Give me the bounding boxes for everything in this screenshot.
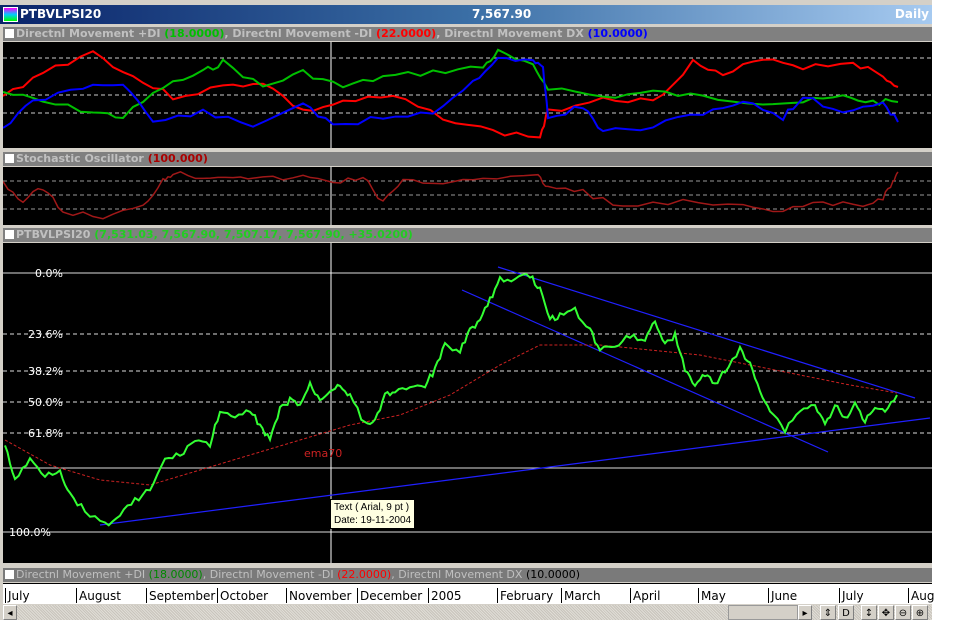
scale-button[interactable]: ⇕ [820,605,836,620]
dx-value: (10.0000) [587,27,648,40]
plus-di-value: (18.0000) [148,568,203,581]
daily-button[interactable]: D [838,605,854,620]
fib-label: 50.0% [28,396,63,409]
date-axis: July August September October November D… [3,583,934,604]
bottom-panel-header[interactable]: Directnl Movement +DI (18.0000), Directn… [3,568,932,582]
dmi-panel[interactable] [3,42,932,148]
tooltip-date: Date: 19-11-2004 [334,515,412,526]
ema-label: ema70 [304,447,343,460]
minus-di-label: , Directnl Movement -DI [224,27,373,40]
fib-label: 100.0% [9,526,51,539]
minus-di-value: (22.0000) [337,568,392,581]
tooltip: Text ( Arial, 9 pt ) Date: 19-11-2004 [330,499,416,529]
price-panel-header[interactable]: PTBVLPSI20 (7,531.03, 7,567.90, 7,507.17… [3,228,932,242]
last-price: 7,567.90 [472,7,532,21]
fib-label: 0.0% [35,267,63,280]
axis-label: October [217,588,268,603]
title-bar: PTBVLPSI20 7,567.90 Daily [0,5,932,24]
stoch-panel-header[interactable]: Stochastic Oscillator (100.000) [3,152,932,166]
price-label: PTBVLPSI20 [16,228,91,241]
channel-upper-line [497,266,916,399]
axis-label: 2005 [428,588,462,603]
fib-label: 61.8% [28,427,63,440]
chart-window: PTBVLPSI20 7,567.90 Daily Directnl Movem… [0,0,934,620]
horizontal-scrollbar[interactable]: ◂ ▸ ⇕ D ↕ ✥ ⊖ ⊕ [3,605,932,620]
stoch-value: (100.000) [147,152,208,165]
ema70-line [4,344,898,486]
support-trendline [99,417,931,526]
stoch-panel[interactable] [3,167,932,225]
fib-label: 23.6% [28,328,63,341]
minus-di-line [3,50,899,139]
ohlc-values: (7,531.03, 7,567.90, 7,507.17, 7,567.90,… [94,228,413,241]
channel-lower-line [461,289,829,453]
vertical-resize-button[interactable]: ↕ [861,605,877,620]
plus-di-label: Directnl Movement +DI [16,27,161,40]
move-button[interactable]: ✥ [878,605,894,620]
panel-checkbox[interactable] [5,230,14,239]
axis-label: November [286,588,351,603]
panel-checkbox[interactable] [5,154,14,163]
axis-label: June [768,588,797,603]
period-label[interactable]: Daily [894,7,929,21]
zoom-out-button[interactable]: ⊖ [895,605,911,620]
axis-label: July [5,588,30,603]
scroll-left-button[interactable]: ◂ [3,605,17,620]
axis-label: July [839,588,864,603]
symbol-name: PTBVLPSI20 [20,7,102,21]
price-panel[interactable]: 0.0% 23.6% 38.2% 50.0% 61.8% 100.0% ema7… [3,243,932,563]
fib-label: 38.2% [28,365,63,378]
plus-di-label: Directnl Movement +DI [16,568,146,581]
axis-label: Aug [908,588,934,603]
plus-di-value: (18.0000) [164,27,225,40]
zoom-in-button[interactable]: ⊕ [912,605,928,620]
tooltip-text: Text ( Arial, 9 pt ) [334,502,410,513]
scroll-thumb[interactable] [728,605,798,620]
axis-label: February [497,588,553,603]
plus-di-line [3,48,899,119]
panel-checkbox[interactable] [5,570,14,579]
app-icon [3,7,18,22]
dx-label: , Directnl Movement DX [436,27,584,40]
stochastic-line [3,171,899,220]
dx-value: (10.0000) [525,568,581,581]
panel-checkbox[interactable] [5,29,14,38]
axis-label: September [146,588,215,603]
minus-di-label: , Directnl Movement -DI [202,568,334,581]
axis-label: August [76,588,121,603]
axis-label: December [357,588,422,603]
dmi-panel-header[interactable]: Directnl Movement +DI (18.0000), Directn… [3,27,932,41]
stoch-label: Stochastic Oscillator [16,152,144,165]
axis-label: April [630,588,660,603]
price-line [4,272,898,527]
dx-line [3,56,899,133]
axis-label: May [698,588,726,603]
minus-di-value: (22.0000) [376,27,437,40]
axis-label: March [561,588,601,603]
scroll-right-button[interactable]: ▸ [798,605,812,620]
dx-label: , Directnl Movement DX [391,568,523,581]
